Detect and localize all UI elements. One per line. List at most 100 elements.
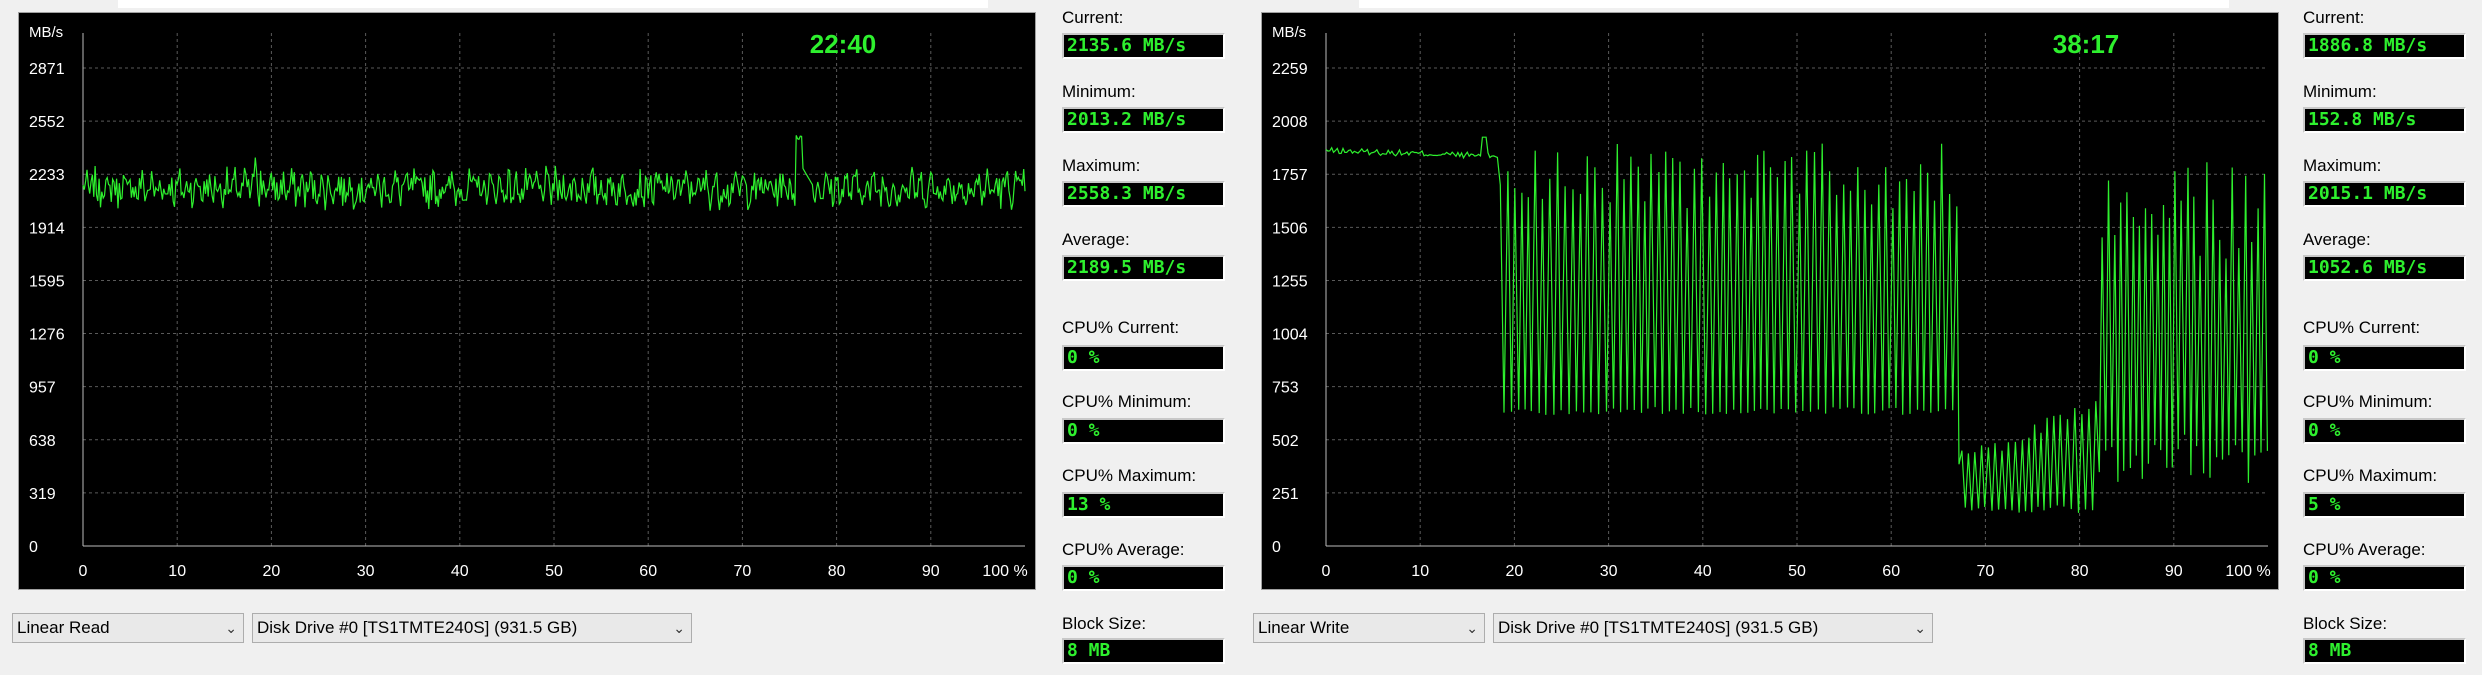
cpu-minimum-label: CPU% Minimum: [2303, 392, 2433, 411]
y-tick-label: 2552 [29, 114, 65, 131]
minimum-value: 2013.2 MB/s [1062, 107, 1225, 133]
test-type-select[interactable]: Linear Read ⌄ [12, 613, 244, 643]
y-tick-label: 957 [29, 380, 56, 397]
x-tick-label: 0 [1322, 563, 1331, 580]
y-tick-label: 2008 [1272, 114, 1308, 131]
y-tick-label: 1757 [1272, 167, 1308, 184]
x-tick-label: 20 [1506, 563, 1524, 580]
cpu-average-value: 0 % [2303, 565, 2466, 591]
current-value: 2135.6 MB/s [1062, 33, 1225, 59]
x-tick-label: 50 [545, 563, 563, 580]
chevron-down-icon: ⌄ [225, 620, 237, 636]
y-tick-label: 319 [29, 486, 56, 503]
test-type-select[interactable]: Linear Write ⌄ [1253, 613, 1485, 643]
speed-trace-line [82, 135, 1026, 211]
window-tab-strip [1359, 0, 2229, 8]
y-tick-label: 1255 [1272, 273, 1308, 290]
drive-selected: Disk Drive #0 [TS1TMTE240S] (931.5 GB) [257, 618, 578, 637]
chevron-down-icon: ⌄ [1914, 620, 1926, 636]
x-tick-label: 30 [1600, 563, 1618, 580]
cpu-minimum-value: 0 % [2303, 418, 2466, 444]
minimum-label: Minimum: [2303, 82, 2377, 101]
x-tick-label: 20 [263, 563, 281, 580]
x-tick-label: 50 [1788, 563, 1806, 580]
block-size-value: 8 MB [1062, 638, 1225, 664]
y-tick-label: 1506 [1272, 220, 1308, 237]
average-label: Average: [2303, 230, 2371, 249]
x-tick-label: 80 [2071, 563, 2089, 580]
chevron-down-icon: ⌄ [1466, 620, 1478, 636]
read-speed-graph: 2871 2552 2233 1914 1595 1276 957 638 319 0 MB/s 0 1… [18, 12, 1036, 590]
drive-selected: Disk Drive #0 [TS1TMTE240S] (931.5 GB) [1498, 618, 1819, 637]
x-tick-label: 90 [922, 563, 940, 580]
linear-read-panel: 2871 2552 2233 1914 1595 1276 957 638 319 0 MB/s 0 1… [12, 0, 1225, 664]
test-type-selected: Linear Write [1258, 618, 1350, 637]
y-tick-label: 1595 [29, 273, 65, 290]
cpu-average-value: 0 % [1062, 565, 1225, 591]
x-tick-label: 100 % [2225, 563, 2270, 580]
y-tick-label: 0 [29, 539, 38, 556]
x-tick-label: 70 [734, 563, 752, 580]
average-value: 2189.5 MB/s [1062, 255, 1225, 281]
elapsed-time: 22:40 [810, 29, 877, 59]
drive-select[interactable]: Disk Drive #0 [TS1TMTE240S] (931.5 GB) ⌄ [252, 613, 692, 643]
x-tick-label: 80 [828, 563, 846, 580]
block-size-label: Block Size: [1062, 614, 1147, 633]
cpu-maximum-value: 13 % [1062, 492, 1225, 518]
y-tick-label: 0 [1272, 539, 1281, 556]
current-value: 1886.8 MB/s [2303, 33, 2466, 59]
cpu-average-label: CPU% Average: [2303, 540, 2426, 559]
y-tick-label: 251 [1272, 486, 1299, 503]
maximum-label: Maximum: [1062, 156, 1141, 175]
y-tick-label: 2259 [1272, 61, 1308, 78]
cpu-current-label: CPU% Current: [1062, 318, 1180, 337]
y-tick-label: 502 [1272, 433, 1299, 450]
unit-label: MB/s [29, 24, 63, 41]
current-label: Current: [1062, 8, 1124, 27]
x-tick-label: 70 [1977, 563, 1995, 580]
y-tick-label: 638 [29, 433, 56, 450]
maximum-value: 2558.3 MB/s [1062, 181, 1225, 207]
cpu-maximum-label: CPU% Maximum: [1062, 466, 1197, 485]
x-tick-label: 30 [357, 563, 375, 580]
current-label: Current: [2303, 8, 2365, 27]
x-tick-label: 10 [168, 563, 186, 580]
cpu-minimum-label: CPU% Minimum: [1062, 392, 1192, 411]
x-tick-label: 0 [79, 563, 88, 580]
maximum-value: 2015.1 MB/s [2303, 181, 2466, 207]
y-tick-label: 2233 [29, 167, 65, 184]
window-tab-strip [118, 0, 988, 8]
cpu-maximum-value: 5 % [2303, 492, 2466, 518]
x-tick-label: 10 [1411, 563, 1429, 580]
cpu-minimum-value: 0 % [1062, 418, 1225, 444]
minimum-label: Minimum: [1062, 82, 1136, 101]
y-tick-label: 1004 [1272, 327, 1308, 344]
cpu-current-label: CPU% Current: [2303, 318, 2421, 337]
linear-write-panel: 2259 2008 1757 1506 1255 1004 753 502 251 0 MB/s 0 1… [1241, 0, 2482, 675]
x-tick-label: 40 [1694, 563, 1712, 580]
test-type-selected: Linear Read [17, 618, 110, 637]
cpu-current-value: 0 % [1062, 345, 1225, 371]
y-tick-label: 753 [1272, 380, 1299, 397]
y-tick-label: 1276 [29, 327, 65, 344]
drive-select[interactable]: Disk Drive #0 [TS1TMTE240S] (931.5 GB) ⌄ [1493, 613, 1933, 643]
block-size-value: 8 MB [2303, 638, 2466, 664]
x-tick-label: 40 [451, 563, 469, 580]
unit-label: MB/s [1272, 24, 1306, 41]
cpu-average-label: CPU% Average: [1062, 540, 1185, 559]
chevron-down-icon: ⌄ [673, 620, 685, 636]
average-label: Average: [1062, 230, 1130, 249]
block-size-label: Block Size: [2303, 614, 2388, 633]
maximum-label: Maximum: [2303, 156, 2382, 175]
y-tick-label: 1914 [29, 220, 65, 237]
elapsed-time: 38:17 [2053, 29, 2120, 59]
x-tick-label: 90 [2165, 563, 2183, 580]
y-tick-label: 2871 [29, 61, 65, 78]
write-speed-graph: 2259 2008 1757 1506 1255 1004 753 502 251 0 MB/s 0 1… [1261, 12, 2279, 590]
cpu-current-value: 0 % [2303, 345, 2466, 371]
average-value: 1052.6 MB/s [2303, 255, 2466, 281]
x-tick-label: 60 [1882, 563, 1900, 580]
speed-trace-line [1325, 136, 2268, 513]
cpu-maximum-label: CPU% Maximum: [2303, 466, 2438, 485]
x-tick-label: 100 % [982, 563, 1027, 580]
